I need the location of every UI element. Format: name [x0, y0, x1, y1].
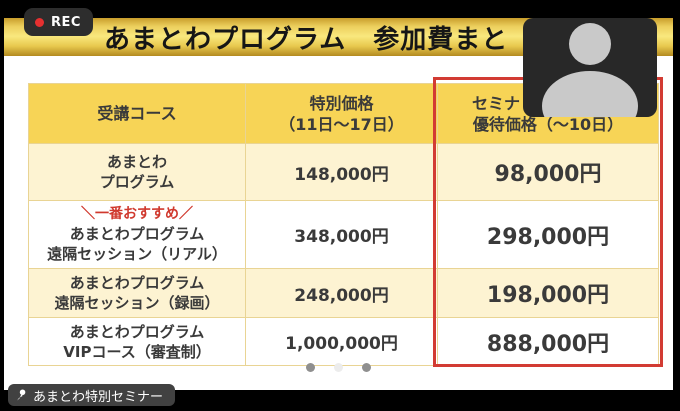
- priority-price-cell: 298,000円: [437, 200, 659, 269]
- special-price-cell: 148,000円: [245, 143, 438, 201]
- recording-label: REC: [51, 14, 81, 30]
- priority-price-cell: 198,000円: [437, 268, 659, 318]
- recording-indicator: REC: [24, 8, 93, 36]
- header-special-line1: 特別価格: [309, 93, 374, 113]
- table-header-row: 受講コース 特別価格 （11日～17日） セミナ 優待価格（～10日）: [28, 83, 659, 144]
- header-special-price: 特別価格 （11日～17日）: [245, 83, 438, 144]
- avatar-icon: [569, 23, 611, 65]
- table-row: あまとわ プログラム 148,000円 98,000円: [28, 143, 659, 201]
- slide-title: あまとわプログラム 参加費まと: [104, 24, 509, 55]
- course-cell: あまとわプログラム VIPコース（審査制）: [28, 317, 246, 366]
- special-price-cell: 248,000円: [245, 268, 438, 318]
- special-price-cell: 1,000,000円: [245, 317, 438, 366]
- header-priority-line2: 優待価格（～10日）: [472, 114, 624, 134]
- special-price-cell: 348,000円: [245, 200, 438, 269]
- header-priority-line1: セミナ: [471, 93, 520, 113]
- table-row: あまとわプログラム 遠隔セッション（録画） 248,000円 198,000円: [28, 268, 659, 318]
- carousel-dot[interactable]: [362, 363, 371, 372]
- pricing-table: 受講コース 特別価格 （11日～17日） セミナ 優待価格（～10日） あまとわ…: [28, 83, 659, 366]
- carousel-dot[interactable]: [306, 363, 315, 372]
- table-row: あまとわプログラム VIPコース（審査制） 1,000,000円 888,000…: [28, 317, 659, 366]
- carousel-dots[interactable]: [306, 363, 371, 372]
- avatar-icon: [542, 71, 638, 117]
- priority-price-cell: 888,000円: [437, 317, 659, 366]
- course-cell: あまとわプログラム 遠隔セッション（録画）: [28, 268, 246, 318]
- carousel-dot[interactable]: [334, 363, 343, 372]
- speaker-name-label: あまとわ特別セミナー: [33, 389, 164, 405]
- pin-icon: [17, 389, 26, 401]
- header-course: 受講コース: [28, 83, 246, 144]
- record-dot-icon: [35, 17, 44, 27]
- course-cell: ＼一番おすすめ／ あまとわプログラム 遠隔セッション（リアル）: [28, 200, 246, 269]
- speaker-name-tag: あまとわ特別セミナー: [8, 384, 176, 406]
- course-cell: あまとわ プログラム: [28, 143, 246, 201]
- webcam-tile: [523, 18, 657, 117]
- priority-price-cell: 98,000円: [437, 143, 659, 201]
- table-row: ＼一番おすすめ／ あまとわプログラム 遠隔セッション（リアル） 348,000円…: [28, 200, 659, 269]
- recommend-badge: ＼一番おすすめ／: [81, 206, 193, 222]
- header-special-line2: （11日～17日）: [279, 114, 404, 134]
